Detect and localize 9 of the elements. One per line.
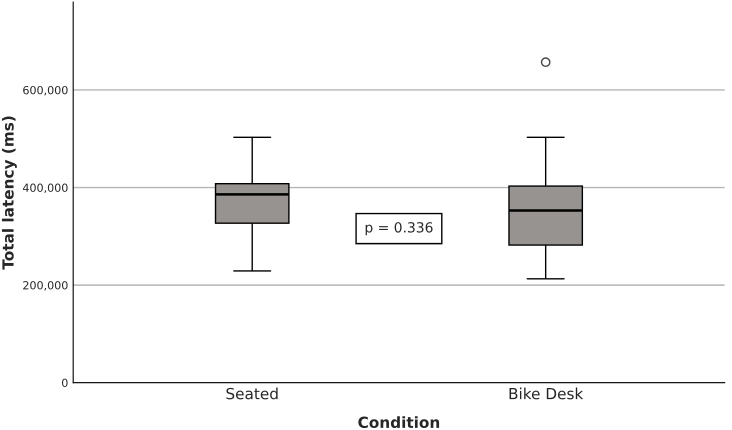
y-tick-label: 200,000 xyxy=(23,281,68,291)
x-tick-label: Seated xyxy=(226,388,278,400)
y-tick-label: 0 xyxy=(62,378,68,388)
y-tick-label: 400,000 xyxy=(22,184,68,194)
y-axis-title: Total latency (ms) xyxy=(2,116,17,270)
x-axis-title: Condition xyxy=(358,416,440,428)
annotation: p = 0.336 xyxy=(366,222,433,236)
y-tick-label: 600,000 xyxy=(23,86,68,96)
x-tick-label: Bike Desk xyxy=(510,388,584,400)
